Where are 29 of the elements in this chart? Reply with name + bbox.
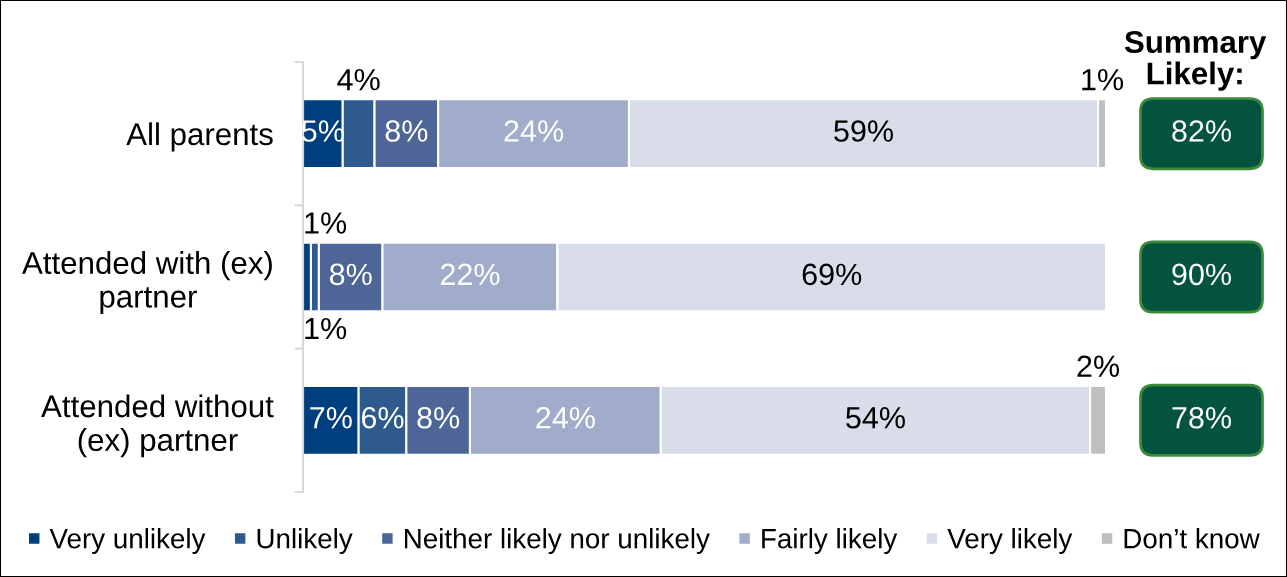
- data-label: 54%: [846, 407, 905, 429]
- y-tick-label: All parents: [126, 122, 273, 152]
- legend-label: Don’t know: [1124, 528, 1260, 549]
- text: Summary Likely:: [1124, 30, 1267, 91]
- y-tick-label: Attended without (ex) partner: [41, 394, 274, 458]
- text: 82%: [1172, 120, 1231, 142]
- data-label: 59%: [834, 120, 893, 142]
- data-label: 69%: [802, 263, 862, 286]
- data-label: 6%: [361, 406, 404, 429]
- text: 78%: [1172, 406, 1231, 429]
- data-label: 2%: [1077, 355, 1120, 377]
- data-label: 1%: [305, 317, 347, 340]
- data-label: 8%: [329, 263, 372, 286]
- legend-label: Unlikely: [257, 528, 353, 554]
- legend-label: Very unlikely: [49, 528, 206, 554]
- data-label: 7%: [310, 407, 352, 429]
- data-label: 8%: [385, 120, 428, 142]
- data-label: 1%: [1082, 68, 1124, 91]
- legend-label: Neither likely nor unlikely: [404, 528, 710, 554]
- data-label: 8%: [417, 406, 460, 429]
- data-label: 24%: [504, 120, 564, 142]
- data-label: 4%: [337, 68, 380, 91]
- data-label: 22%: [440, 263, 500, 286]
- y-tick-label: Attended with (ex) partner: [22, 251, 272, 314]
- legend-label: Very likely: [947, 528, 1073, 554]
- data-label: 1%: [305, 212, 347, 234]
- legend-label: Fairly likely: [762, 528, 898, 554]
- data-label: 24%: [536, 406, 595, 429]
- text: 90%: [1172, 263, 1231, 286]
